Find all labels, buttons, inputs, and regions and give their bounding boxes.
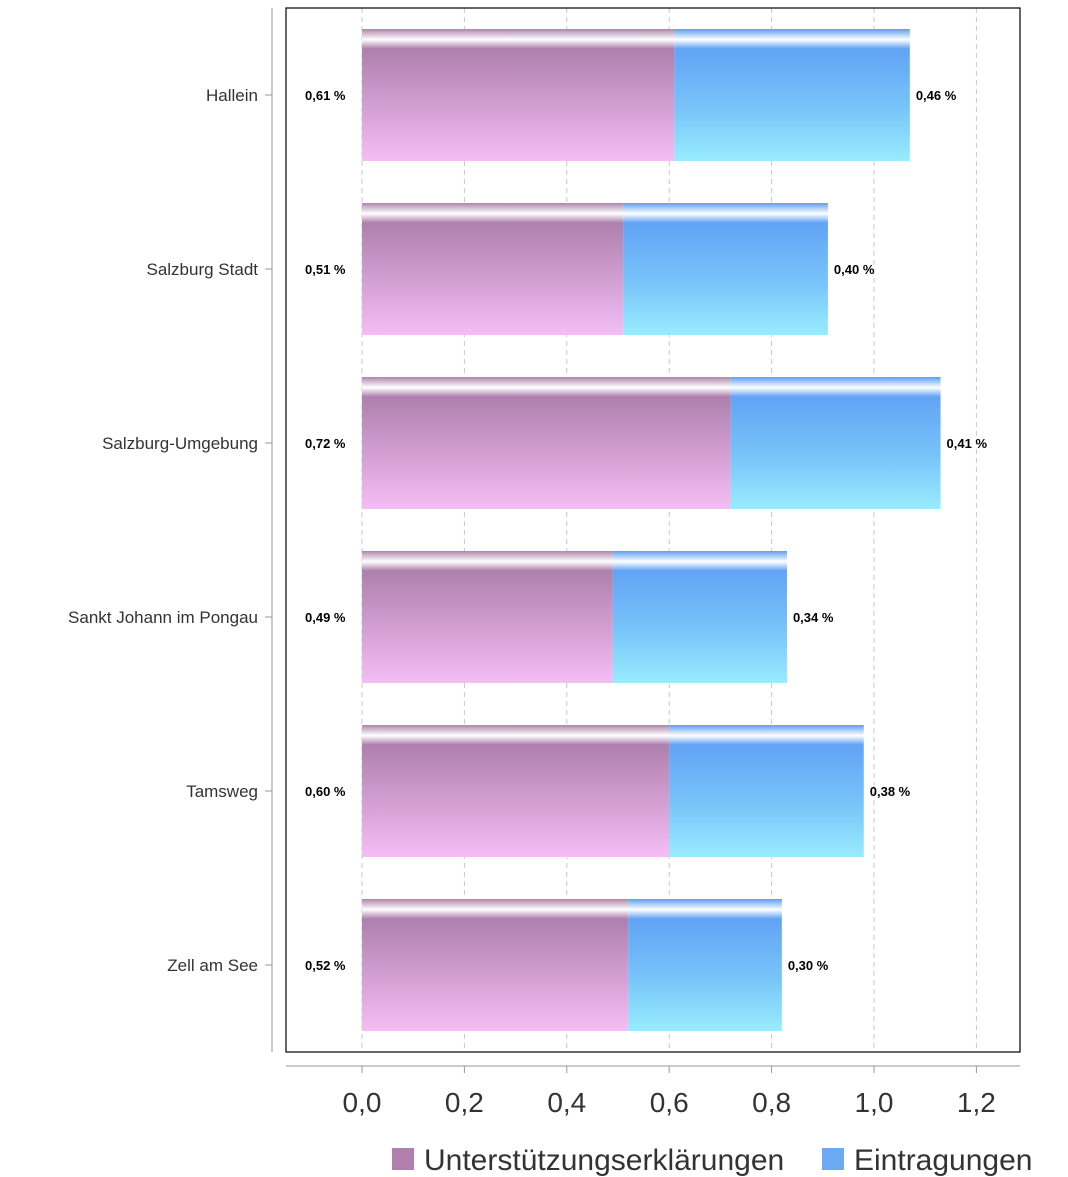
- legend-swatch: [822, 1148, 844, 1170]
- tick-label: 0,4: [547, 1087, 586, 1118]
- data-label: 0,46 %: [916, 88, 957, 103]
- data-label: 0,72 %: [305, 436, 346, 451]
- category-label: Sankt Johann im Pongau: [68, 608, 258, 627]
- data-label: 0,40 %: [834, 262, 875, 277]
- category-label: Tamsweg: [186, 782, 258, 801]
- bar-unterstuetzung: [362, 725, 670, 857]
- category-label: Hallein: [206, 86, 258, 105]
- category-label: Zell am See: [167, 956, 258, 975]
- bar-unterstuetzung: [362, 29, 675, 161]
- tick-label: 1,2: [957, 1087, 996, 1118]
- tick-label: 0,6: [650, 1087, 689, 1118]
- data-label: 0,30 %: [788, 958, 829, 973]
- legend-swatch: [392, 1148, 414, 1170]
- category-label: Salzburg Stadt: [146, 260, 258, 279]
- bar-eintragung: [623, 203, 828, 335]
- data-label: 0,61 %: [305, 88, 346, 103]
- bar-unterstuetzung: [362, 203, 624, 335]
- data-label: 0,41 %: [947, 436, 988, 451]
- data-label: 0,38 %: [870, 784, 911, 799]
- tick-label: 1,0: [855, 1087, 894, 1118]
- tick-label: 0,8: [752, 1087, 791, 1118]
- bar-unterstuetzung: [362, 377, 731, 509]
- bar-eintragung: [669, 725, 864, 857]
- data-label: 0,51 %: [305, 262, 346, 277]
- tick-label: 0,0: [343, 1087, 382, 1118]
- legend-label: Eintragungen: [854, 1144, 1032, 1177]
- plot-frame: [285, 7, 1021, 1053]
- bar-unterstuetzung: [362, 899, 629, 1031]
- data-label: 0,34 %: [793, 610, 834, 625]
- tick-label: 0,2: [445, 1087, 484, 1118]
- data-label: 0,60 %: [305, 784, 346, 799]
- bar-eintragung: [674, 29, 910, 161]
- bar-eintragung: [628, 899, 782, 1031]
- bar-unterstuetzung: [362, 551, 613, 683]
- data-label: 0,52 %: [305, 958, 346, 973]
- bar-eintragung: [730, 377, 941, 509]
- legend-label: Unterstützungserklärungen: [424, 1144, 784, 1177]
- category-label: Salzburg-Umgebung: [102, 434, 258, 453]
- bar-eintragung: [612, 551, 787, 683]
- data-label: 0,49 %: [305, 610, 346, 625]
